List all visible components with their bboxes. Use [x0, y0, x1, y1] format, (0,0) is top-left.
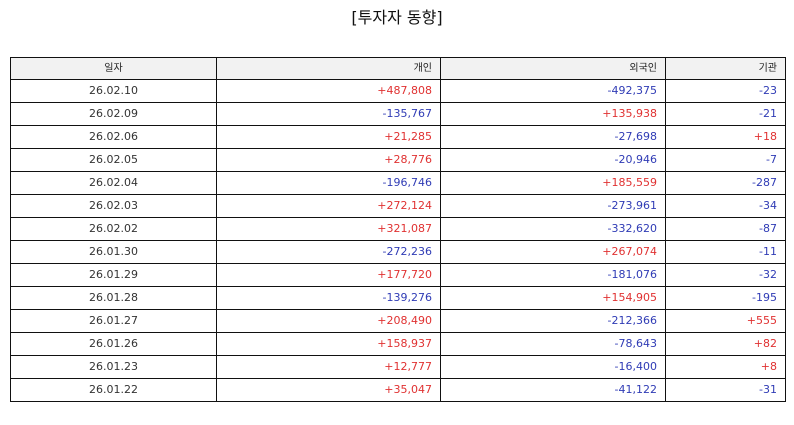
date-cell: 26.02.06 [10, 125, 217, 149]
column-header-date: 일자 [10, 57, 217, 80]
column-header-foreign: 외국인 [440, 57, 666, 80]
institution-cell: -195 [665, 286, 786, 310]
foreign-cell: -181,076 [440, 263, 666, 287]
individual-cell: +35,047 [216, 378, 441, 402]
foreign-cell: -78,643 [440, 332, 666, 356]
institution-cell: -7 [665, 148, 786, 172]
table-row: 26.01.26 +158,937 -78,643 +82 [10, 332, 786, 356]
table-row: 26.02.04 -196,746 +185,559 -287 [10, 171, 786, 195]
institution-cell: -31 [665, 378, 786, 402]
date-cell: 26.01.27 [10, 309, 217, 333]
date-cell: 26.01.26 [10, 332, 217, 356]
foreign-cell: -273,961 [440, 194, 666, 218]
institution-cell: -11 [665, 240, 786, 264]
table-row: 26.01.27 +208,490 -212,366 +555 [10, 309, 786, 333]
institution-cell: +82 [665, 332, 786, 356]
institution-cell: -287 [665, 171, 786, 195]
individual-cell: +177,720 [216, 263, 441, 287]
date-cell: 26.01.29 [10, 263, 217, 287]
individual-cell: +158,937 [216, 332, 441, 356]
table-row: 26.02.05 +28,776 -20,946 -7 [10, 148, 786, 172]
foreign-cell: -492,375 [440, 79, 666, 103]
institution-cell: +18 [665, 125, 786, 149]
date-cell: 26.01.30 [10, 240, 217, 264]
table-row: 26.02.03 +272,124 -273,961 -34 [10, 194, 786, 218]
individual-cell: -272,236 [216, 240, 441, 264]
date-cell: 26.02.05 [10, 148, 217, 172]
foreign-cell: -212,366 [440, 309, 666, 333]
table-row: 26.01.22 +35,047 -41,122 -31 [10, 378, 786, 402]
institution-cell: -21 [665, 102, 786, 126]
individual-cell: +208,490 [216, 309, 441, 333]
individual-cell: +12,777 [216, 355, 441, 379]
foreign-cell: -20,946 [440, 148, 666, 172]
table-row: 26.01.29 +177,720 -181,076 -32 [10, 263, 786, 287]
institution-cell: -87 [665, 217, 786, 241]
individual-cell: +487,808 [216, 79, 441, 103]
investor-trend-table: 일자 개인 외국인 기관 26.02.10 +487,808 -492,375 -23… [10, 57, 786, 402]
institution-cell: +8 [665, 355, 786, 379]
table-row: 26.01.23 +12,777 -16,400 +8 [10, 355, 786, 379]
individual-cell: -139,276 [216, 286, 441, 310]
table-body: 26.02.10 +487,808 -492,375 -23 26.02.09 -135,… [10, 79, 786, 402]
foreign-cell: -332,620 [440, 217, 666, 241]
table-row: 26.01.30 -272,236 +267,074 -11 [10, 240, 786, 264]
institution-cell: -34 [665, 194, 786, 218]
individual-cell: -196,746 [216, 171, 441, 195]
foreign-cell: +154,905 [440, 286, 666, 310]
table-header-row: 일자 개인 외국인 기관 [10, 57, 786, 80]
foreign-cell: +267,074 [440, 240, 666, 264]
institution-cell: -23 [665, 79, 786, 103]
date-cell: 26.01.28 [10, 286, 217, 310]
table-row: 26.02.09 -135,767 +135,938 -21 [10, 102, 786, 126]
foreign-cell: -27,698 [440, 125, 666, 149]
column-header-institution: 기관 [665, 57, 786, 80]
date-cell: 26.01.23 [10, 355, 217, 379]
table-row: 26.02.10 +487,808 -492,375 -23 [10, 79, 786, 103]
date-cell: 26.01.22 [10, 378, 217, 402]
individual-cell: +28,776 [216, 148, 441, 172]
date-cell: 26.02.02 [10, 217, 217, 241]
foreign-cell: -16,400 [440, 355, 666, 379]
foreign-cell: +135,938 [440, 102, 666, 126]
individual-cell: +21,285 [216, 125, 441, 149]
individual-cell: -135,767 [216, 102, 441, 126]
institution-cell: -32 [665, 263, 786, 287]
table-row: 26.01.28 -139,276 +154,905 -195 [10, 286, 786, 310]
date-cell: 26.02.04 [10, 171, 217, 195]
foreign-cell: -41,122 [440, 378, 666, 402]
table-row: 26.02.06 +21,285 -27,698 +18 [10, 125, 786, 149]
date-cell: 26.02.03 [10, 194, 217, 218]
date-cell: 26.02.10 [10, 79, 217, 103]
page-title: [투자자 동향] [351, 8, 443, 27]
individual-cell: +321,087 [216, 217, 441, 241]
column-header-individual: 개인 [216, 57, 441, 80]
table-row: 26.02.02 +321,087 -332,620 -87 [10, 217, 786, 241]
date-cell: 26.02.09 [10, 102, 217, 126]
institution-cell: +555 [665, 309, 786, 333]
foreign-cell: +185,559 [440, 171, 666, 195]
individual-cell: +272,124 [216, 194, 441, 218]
